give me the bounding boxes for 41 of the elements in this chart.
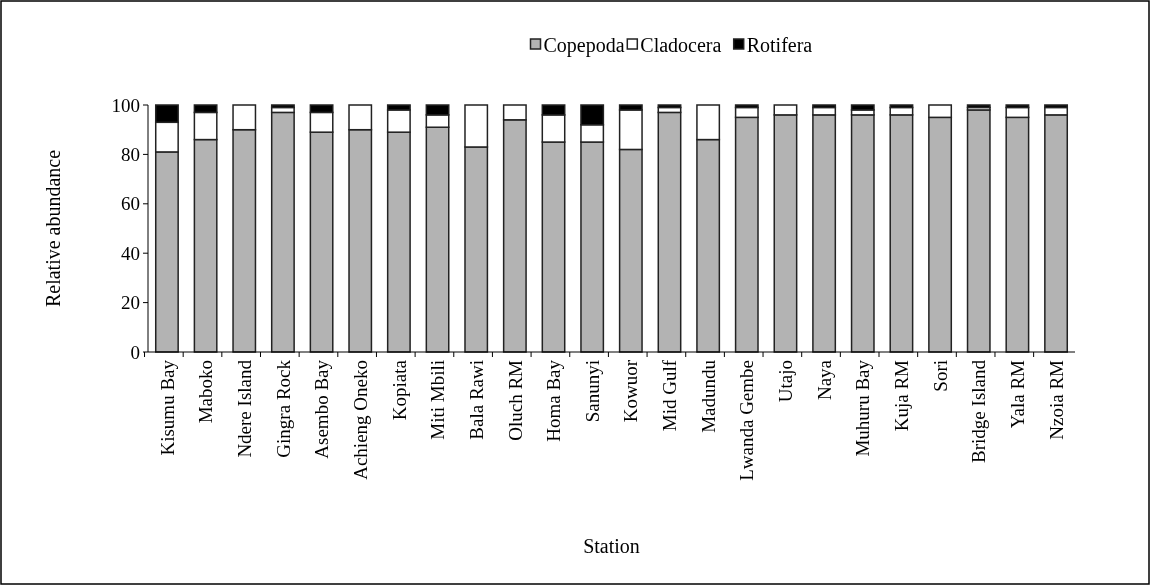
x-tick-label: Sanunyi: [581, 360, 603, 423]
x-tick-label: Gingra Rock: [272, 359, 294, 458]
x-axis-title: Station: [583, 535, 640, 557]
x-tick-label: Homa Bay: [543, 359, 565, 442]
x-tick-label: Oluch RM: [504, 359, 526, 441]
bar: [657, 104, 682, 109]
bar: [270, 111, 295, 353]
x-tick-label: Bridge Island: [968, 359, 990, 463]
x-tick-label: Kisumu Bay: [156, 359, 178, 456]
y-tick-label: 100: [111, 94, 140, 116]
x-tick-label: Utajo: [775, 360, 797, 403]
y-tick-label: 80: [121, 144, 140, 166]
bar: [850, 114, 875, 353]
y-axis-title: Relative abundance: [42, 149, 64, 308]
x-tick-label: Miti Mbili: [427, 360, 449, 440]
y-tick-label: 40: [121, 242, 140, 264]
legend-label: Rotifera: [746, 34, 813, 56]
x-tick-label: Yala RM: [1007, 359, 1029, 429]
x-tick-label: Ndere Island: [233, 359, 255, 458]
y-tick-label: 20: [121, 292, 140, 314]
x-tick-label: Naya: [813, 359, 835, 401]
y-tick-label: 60: [121, 193, 140, 215]
bar: [657, 111, 682, 353]
x-tick-label: Kopiata: [388, 359, 410, 421]
x-tick-label: Kowuor: [620, 359, 642, 423]
legend-label: Cladocera: [640, 34, 722, 56]
x-tick-label: Lwanda Gembe: [736, 360, 758, 481]
x-tick-label: Sori: [929, 360, 951, 392]
y-tick-label: 0: [130, 341, 140, 363]
x-tick-label: Nzoia RM: [1045, 359, 1067, 440]
x-tick-label: Kuja RM: [891, 359, 913, 432]
x-tick-label: Mid Gulf: [659, 359, 681, 432]
x-tick-label: Asembo Bay: [311, 359, 333, 459]
bar: [270, 104, 295, 109]
x-tick-label: Madundu: [697, 359, 719, 433]
bar: [966, 109, 991, 353]
x-tick-label: Achieng Oneko: [349, 360, 371, 480]
x-tick-label: Maboko: [195, 360, 217, 424]
x-tick-label: Muhuru Bay: [852, 359, 874, 457]
legend-label: Copepoda: [543, 34, 625, 57]
x-tick-label: Bala Rawi: [465, 360, 487, 440]
